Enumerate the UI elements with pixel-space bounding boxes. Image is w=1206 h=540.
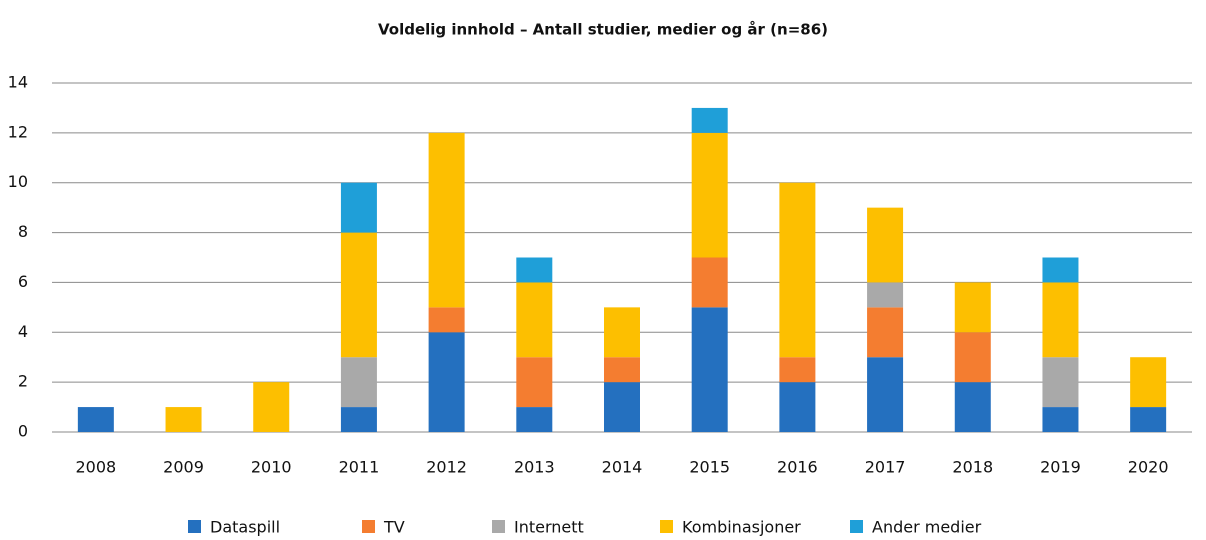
bar-segment	[604, 357, 640, 383]
bar-segment	[779, 382, 816, 432]
x-tick-label: 2011	[339, 458, 380, 477]
bar-segment	[516, 257, 553, 283]
y-tick-label: 4	[18, 322, 28, 341]
legend-swatch	[362, 520, 375, 533]
bar-segment	[165, 407, 202, 432]
bar-segment	[77, 407, 114, 432]
bar-segment	[1130, 357, 1167, 408]
bar-segment	[954, 382, 991, 432]
bar-segment	[428, 332, 465, 432]
legend-swatch	[188, 520, 201, 533]
bar-segment	[691, 107, 728, 133]
x-tick-label: 2014	[602, 458, 643, 477]
bar-segment	[779, 182, 816, 358]
x-tick-label: 2009	[163, 458, 204, 477]
bar-segment	[516, 357, 553, 408]
x-tick-label: 2015	[689, 458, 730, 477]
y-tick-label: 12	[8, 122, 28, 141]
legend-label: Dataspill	[210, 518, 280, 537]
legend-swatch	[492, 520, 505, 533]
y-tick-label: 14	[8, 73, 28, 92]
bar-segment	[1042, 407, 1079, 432]
legend-label: Internett	[514, 518, 584, 537]
bar-segment	[340, 357, 377, 408]
legend-label: Kombinasjoner	[682, 518, 801, 537]
bar-segment	[867, 207, 904, 283]
x-tick-label: 2008	[75, 458, 116, 477]
bar-segment	[516, 407, 553, 432]
bar-segment	[340, 232, 377, 358]
legend-swatch	[660, 520, 673, 533]
bar-segment	[867, 357, 904, 432]
y-tick-label: 6	[18, 272, 28, 291]
bar-segment	[691, 132, 728, 258]
x-tick-label: 2010	[251, 458, 292, 477]
x-tick-label: 2019	[1040, 458, 1081, 477]
x-tick-label: 2020	[1128, 458, 1169, 477]
legend-label: TV	[383, 518, 405, 537]
bar-segment	[1042, 357, 1079, 408]
legend-label: Ander medier	[872, 518, 982, 537]
y-tick-label: 8	[18, 222, 28, 241]
bar-segment	[428, 132, 465, 308]
x-tick-label: 2013	[514, 458, 555, 477]
bar-segment	[954, 332, 991, 383]
bar-segment	[340, 407, 377, 432]
bar-segment	[691, 307, 728, 432]
x-tick-label: 2012	[426, 458, 467, 477]
bar-segment	[604, 382, 640, 432]
bar-segment	[867, 282, 904, 308]
bar-segment	[428, 307, 465, 333]
bar-segment	[1042, 257, 1079, 283]
legend-swatch	[850, 520, 863, 533]
x-tick-label: 2016	[777, 458, 818, 477]
bar-segment	[867, 307, 904, 358]
y-tick-label: 2	[18, 372, 28, 391]
bar-segment	[954, 282, 991, 333]
bar-segment	[604, 307, 640, 358]
y-tick-label: 10	[8, 172, 28, 191]
bar-segment	[253, 382, 290, 432]
y-tick-label: 0	[18, 422, 28, 441]
chart-title: Voldelig innhold – Antall studier, medie…	[378, 21, 828, 39]
bar-segment	[516, 282, 553, 358]
bar-segment	[1130, 407, 1167, 432]
bar-segment	[691, 257, 728, 308]
bar-segment	[1042, 282, 1079, 358]
x-tick-label: 2017	[865, 458, 906, 477]
x-tick-label: 2018	[952, 458, 993, 477]
bar-segment	[779, 357, 816, 383]
bar-segment	[340, 182, 377, 233]
